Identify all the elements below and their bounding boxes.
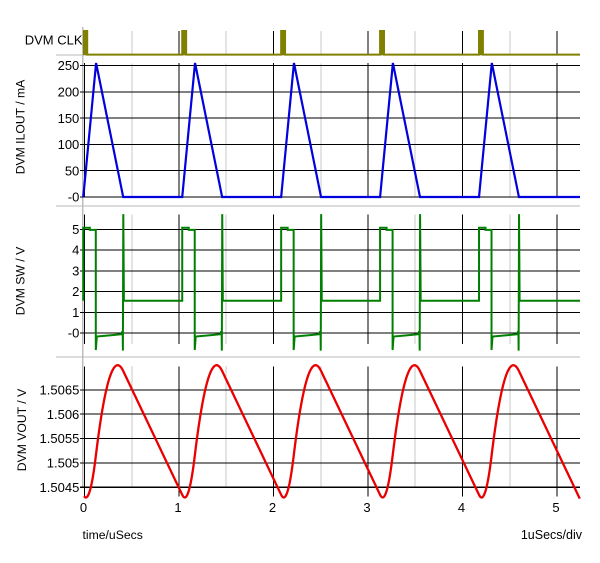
svg-text:5: 5 [72, 222, 79, 237]
svg-text:1: 1 [174, 500, 181, 515]
svg-text:DVM ILOUT / mA: DVM ILOUT / mA [14, 79, 28, 174]
svg-text:1.506: 1.506 [47, 407, 80, 422]
svg-text:-0: -0 [68, 190, 80, 205]
svg-text:DVM VOUT / V: DVM VOUT / V [15, 388, 29, 471]
svg-text:1uSecs/div: 1uSecs/div [521, 528, 583, 542]
svg-text:5: 5 [552, 500, 559, 515]
svg-text:1: 1 [72, 305, 79, 320]
svg-text:4: 4 [72, 243, 79, 258]
svg-text:3: 3 [363, 500, 370, 515]
svg-text:50: 50 [65, 163, 79, 178]
svg-text:0: 0 [80, 500, 87, 515]
svg-text:2: 2 [269, 500, 276, 515]
svg-text:DVM CLK: DVM CLK [25, 33, 83, 48]
svg-text:time/uSecs: time/uSecs [83, 528, 143, 542]
svg-text:4: 4 [458, 500, 465, 515]
svg-text:150: 150 [58, 111, 80, 126]
svg-text:1.5055: 1.5055 [40, 431, 80, 446]
svg-text:2: 2 [72, 284, 79, 299]
svg-text:-0: -0 [68, 326, 80, 341]
svg-text:100: 100 [58, 137, 80, 152]
svg-text:1.505: 1.505 [47, 456, 80, 471]
svg-text:1.5065: 1.5065 [40, 382, 80, 397]
svg-text:1.5045: 1.5045 [40, 480, 80, 495]
svg-text:DVM SW / V: DVM SW / V [14, 246, 28, 315]
svg-text:250: 250 [58, 58, 80, 73]
svg-text:3: 3 [72, 263, 79, 278]
svg-text:200: 200 [58, 85, 80, 100]
